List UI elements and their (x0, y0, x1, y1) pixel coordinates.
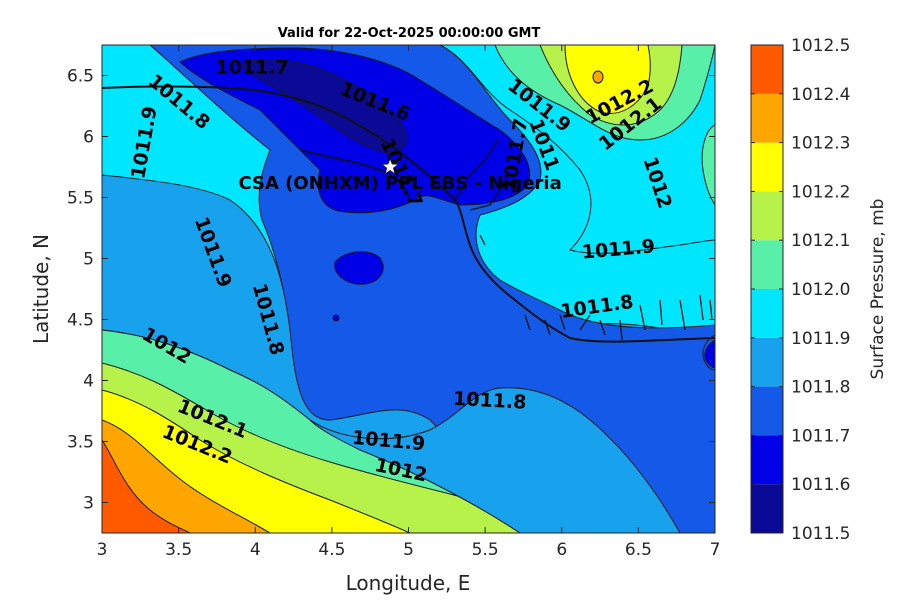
colorbar-label: Surface Pressure, mb (868, 199, 888, 380)
colorbar-tick-label: 1012.1 (791, 231, 850, 251)
band-1012-4 (102, 439, 191, 533)
colorbar-swatch (751, 93, 783, 143)
contour-label: 1011.8 (453, 388, 527, 414)
y-tick-label: 4 (83, 372, 94, 392)
colorbar-tick-label: 1012.4 (791, 85, 850, 105)
colorbar-swatch (751, 484, 783, 533)
y-tick-label: 5 (83, 250, 94, 270)
colorbar-tick-label: 1011.7 (791, 426, 850, 446)
colorbar-swatch (751, 142, 783, 192)
band-1011-6-right-edge (704, 339, 715, 369)
x-tick-label: 5 (403, 540, 414, 560)
x-tick-label: 6 (556, 540, 567, 560)
y-tick-label: 4.5 (67, 311, 94, 331)
x-tick-label: 5.5 (472, 540, 499, 560)
y-tick-label: 5.5 (67, 189, 94, 209)
band-1011-9-right-edge (701, 124, 715, 206)
colorbar-tick-label: 1012.5 (791, 36, 850, 56)
colorbar-tick-label: 1011.9 (791, 329, 850, 349)
x-tick-label: 4 (250, 540, 261, 560)
station-star-marker (381, 158, 399, 175)
x-tick-label: 7 (710, 540, 721, 560)
y-axis-ticks: 3 3.5 4 4.5 5 5.5 6 6.5 (67, 67, 715, 514)
chart-title: Valid for 22-Oct-2025 00:00:00 GMT (278, 26, 541, 41)
colorbar-swatch (751, 240, 783, 289)
y-tick-label: 6 (83, 128, 94, 148)
x-axis-label: Longitude, E (346, 571, 471, 595)
x-tick-label: 3.5 (165, 540, 192, 560)
border-line (299, 149, 411, 201)
x-axis-ticks: 3 3.5 4 4.5 5 5.5 6 6.5 7 (97, 45, 721, 560)
station-annotation: CSA (ONHXM) PPL EBS - Nigeria (238, 173, 561, 194)
colorbar-tick-label: 1012.2 (791, 182, 850, 202)
colorbar-swatch (751, 386, 783, 436)
x-tick-label: 3 (97, 540, 108, 560)
x-tick-label: 6.5 (625, 540, 652, 560)
x-tick-label: 4.5 (318, 540, 345, 560)
band-1011-6-speck (332, 314, 340, 322)
colorbar-tick-label: 1011.5 (791, 524, 850, 544)
river-lines (454, 139, 713, 341)
y-axis-label: Latitude, N (29, 234, 53, 344)
colorbar-tick-label: 1011.8 (791, 378, 850, 398)
y-tick-label: 3.5 (67, 433, 94, 453)
y-tick-label: 6.5 (67, 67, 94, 87)
colorbar-tick-label: 1012.3 (791, 134, 850, 154)
colorbar-swatch (751, 435, 783, 485)
band-1012-3-spot (592, 70, 604, 84)
colorbar-swatch (751, 289, 783, 338)
colorbar: 1011.5 1011.6 1011.7 1011.8 1011.9 1012.0 1012… (750, 36, 850, 544)
colorbar-tick-label: 1012.0 (791, 280, 850, 300)
band-1011-6-islet (334, 251, 384, 285)
band-1012-2-upper-right (564, 45, 651, 114)
colorbar-swatch (751, 45, 783, 94)
colorbar-swatch (751, 191, 783, 241)
colorbar-swatch (751, 337, 783, 387)
y-tick-label: 3 (83, 494, 94, 514)
band-1011-8-lower (309, 387, 681, 533)
contour-label: 1011.7 (216, 57, 289, 79)
coastline (102, 85, 715, 343)
colorbar-tick-label: 1011.6 (791, 475, 850, 495)
